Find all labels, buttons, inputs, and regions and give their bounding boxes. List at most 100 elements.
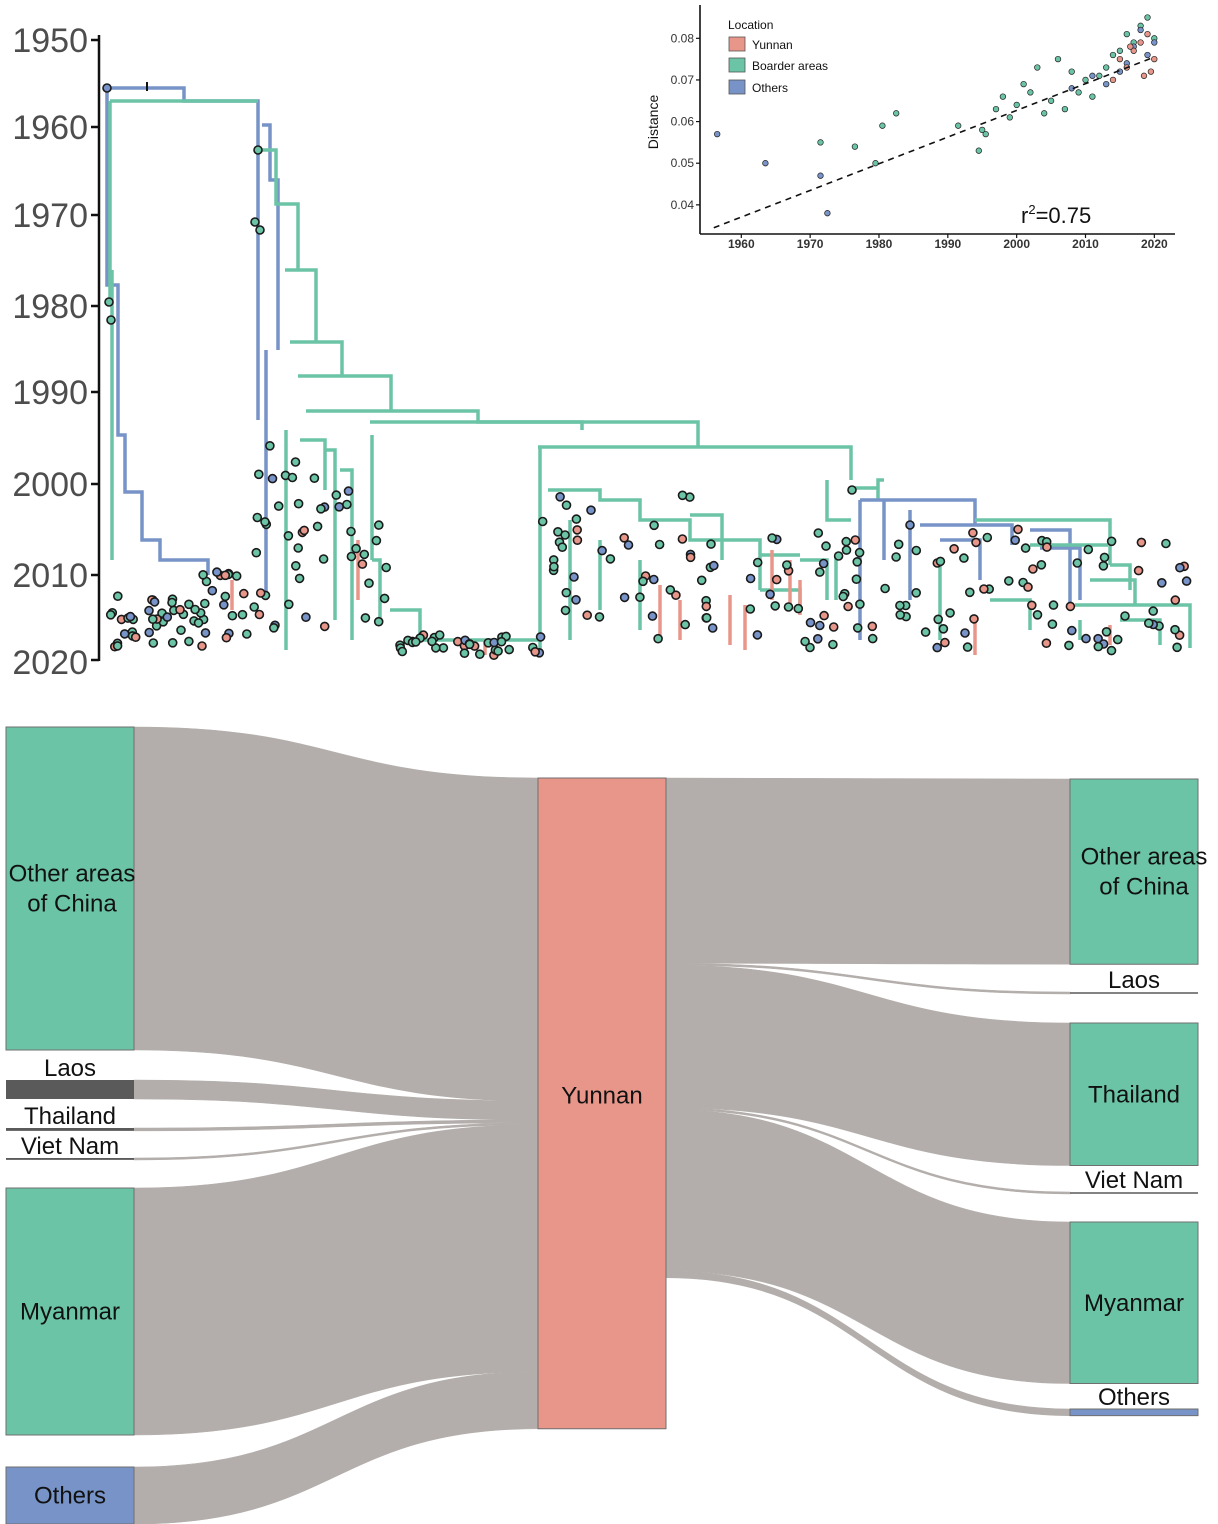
tip-point: [828, 622, 839, 632]
tip-point: [781, 560, 792, 570]
tip-point: [290, 457, 301, 467]
sankey-flows: [133, 726, 1071, 1524]
tip-point: [255, 225, 265, 235]
tip-point: [847, 485, 857, 495]
time-tick-label: 1990: [12, 374, 88, 412]
tip-point: [220, 570, 231, 581]
time-tick-label: 1970: [12, 197, 88, 235]
sankey-source-node: [5, 726, 135, 1051]
regression-line: [713, 56, 1155, 229]
tip-point: [752, 630, 763, 640]
scatter-point: [1151, 55, 1158, 63]
time-tick-label: 2000: [12, 466, 88, 504]
time-tick-2010: 2010: [12, 557, 99, 595]
tip-point: [1042, 542, 1052, 552]
tip-point: [680, 619, 691, 630]
tip-point: [346, 526, 356, 537]
sankey-diagram: Yunnan Other areas of China Laos Thailand Vie…: [5, 726, 1208, 1524]
tip-point: [960, 628, 970, 638]
tip-point: [496, 636, 507, 647]
tip-point: [814, 620, 825, 631]
tip-point: [855, 599, 865, 610]
scatter-point: [762, 160, 769, 167]
tip-point: [287, 472, 298, 483]
tip-point: [1036, 559, 1047, 570]
tip-point: [293, 543, 304, 553]
y-tick-label: 0.08: [671, 31, 695, 45]
tip-point: [586, 505, 596, 516]
node-label-line: Other areas: [1081, 844, 1208, 871]
tip-point: [843, 601, 853, 612]
tip-point: [193, 618, 204, 628]
scatter-point: [1103, 80, 1110, 88]
tip-point: [283, 599, 294, 610]
sankey-source-label: Thailand: [24, 1103, 116, 1130]
sankey-source-label: Others: [34, 1483, 106, 1510]
scatter-point: [982, 130, 989, 138]
scatter-point: [1006, 114, 1013, 121]
tip-point: [597, 545, 607, 556]
scatter-point: [1144, 51, 1151, 59]
legend-swatch-boarder-areas: [728, 57, 746, 73]
sankey-label-yunnan: Yunnan: [561, 1082, 642, 1109]
tip-point: [752, 557, 763, 568]
tip-point: [949, 543, 959, 554]
x-tick-label: 1980: [866, 237, 893, 251]
node-label-line: of China: [1099, 874, 1189, 901]
x-tick-label: 2010: [1072, 237, 1099, 251]
tip-point: [1032, 609, 1043, 620]
tip-point: [294, 573, 305, 584]
tip-point: [1106, 536, 1117, 547]
time-tick-2000: 2000: [12, 466, 99, 504]
tip-point: [805, 617, 816, 628]
tip-point: [251, 547, 262, 558]
tip-point: [1181, 576, 1192, 586]
tip-point: [1072, 558, 1083, 568]
tip-point: [572, 535, 583, 546]
tip-point: [119, 629, 130, 639]
tip-point: [265, 440, 275, 451]
scatter-point: [1020, 80, 1027, 88]
scatter-point: [1054, 55, 1062, 63]
tip-point: [207, 585, 218, 596]
tip-point: [765, 589, 775, 600]
tip-point: [130, 632, 141, 643]
tip-point: [745, 604, 756, 614]
tip-point: [891, 552, 901, 562]
scatter-points: [714, 14, 1158, 217]
sankey-target-label: Other areas of China: [1081, 844, 1208, 901]
tip-point: [767, 533, 777, 543]
scatter-point: [992, 105, 1000, 113]
tip-point: [410, 637, 421, 647]
tip-point: [1020, 543, 1031, 553]
tip-point: [1064, 640, 1074, 651]
tip-point: [572, 525, 583, 535]
scatter-point: [1123, 30, 1130, 38]
tip-point: [268, 622, 279, 633]
tip-point: [938, 623, 949, 634]
sankey-flow-out: [665, 777, 1071, 965]
sankey-source-label: Viet Nam: [21, 1133, 119, 1160]
tip-point: [971, 537, 981, 548]
scatter-point: [955, 122, 962, 129]
r-squared-superscript: 2: [1028, 202, 1035, 217]
tip-point: [334, 501, 345, 512]
tip-point: [316, 503, 326, 514]
node-label-line: Laos: [44, 1055, 96, 1082]
r-squared-annotation: r2=0.75: [1021, 202, 1091, 228]
sankey-source-node: [5, 1466, 135, 1524]
tip-point: [474, 649, 485, 660]
scatter-point: [872, 160, 879, 167]
tip-point: [144, 627, 154, 638]
tip-point: [880, 583, 890, 594]
tip-point: [438, 643, 449, 653]
tip-point: [148, 614, 158, 625]
tip-point: [176, 625, 186, 636]
tip-point: [851, 574, 862, 585]
tip-point: [1013, 524, 1023, 535]
tip-point: [571, 514, 582, 524]
tip-point: [106, 315, 116, 325]
scatter-point: [824, 210, 831, 217]
tip-point: [293, 498, 304, 509]
tip-point: [242, 629, 252, 639]
